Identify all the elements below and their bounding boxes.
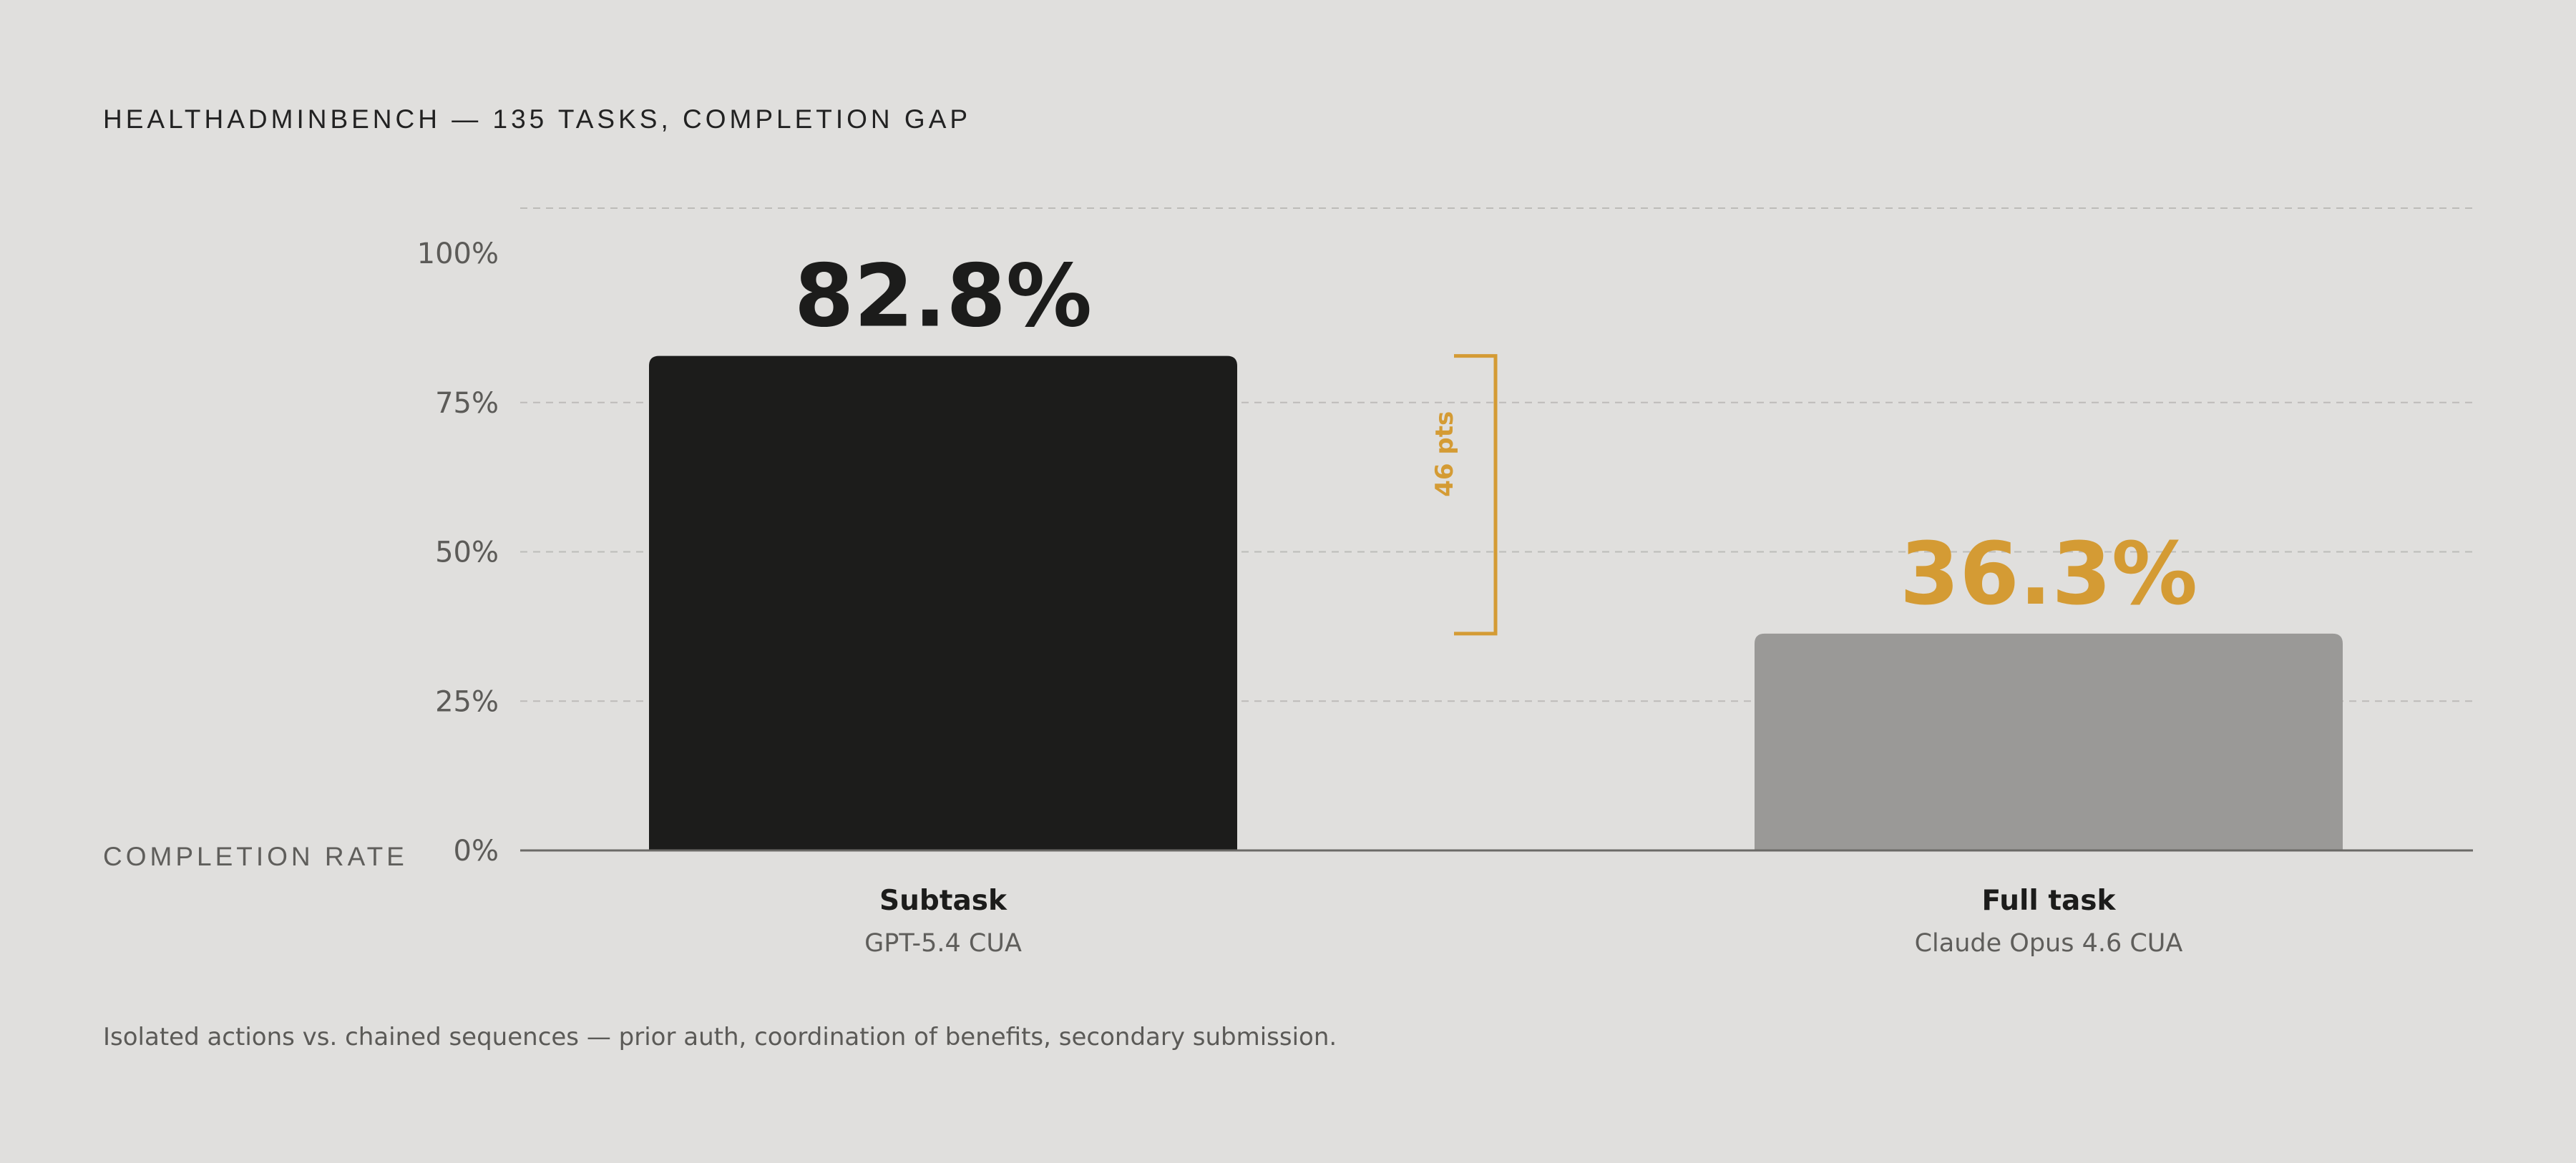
value-label: 36.3% [1900,525,2197,624]
y-tick-label: 100% [417,237,499,270]
category-label: Subtask [879,885,1008,917]
gap-label: 46 pts [1430,411,1459,497]
footnote: Isolated actions vs. chained sequences —… [103,1023,1337,1051]
gap-bracket [1454,354,1498,636]
y-tick-label: 0% [454,835,499,868]
chart-title: HEALTHADMINBENCH — 135 TASKS, COMPLETION… [103,104,972,134]
gap-annotation: 46 pts [1430,354,1498,636]
bar-subtask [649,355,1237,850]
y-tick-label: 50% [435,536,499,569]
category-sublabel: Claude Opus 4.6 CUA [1915,929,2183,958]
y-tick-label: 25% [435,685,499,718]
y-tick-label: 75% [435,387,499,420]
y-axis-label: COMPLETION RATE [103,842,408,871]
y-axis-ticks: 100% 75% 50% 25% 0% [417,237,499,868]
bar-full-task [1755,633,2343,850]
value-label: 82.8% [794,247,1092,347]
category-sublabel: GPT-5.4 CUA [864,929,1022,958]
bars: 82.8% Subtask GPT-5.4 CUA 36.3% Full task Cla… [649,247,2343,958]
category-label: Full task [1982,885,2117,917]
